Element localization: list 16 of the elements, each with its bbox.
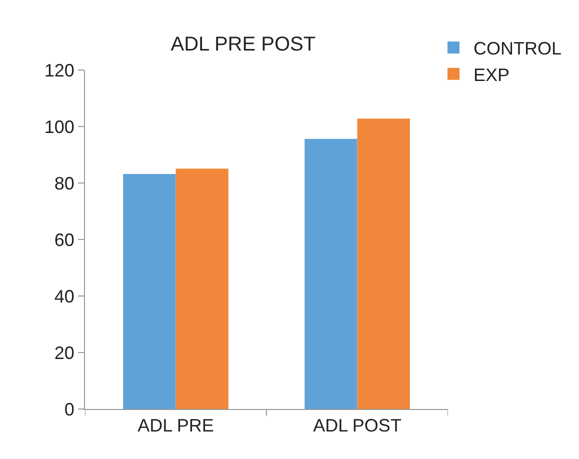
chart-title: ADL PRE POST [170,34,316,56]
y-tick-label: 120 [44,60,74,80]
y-tick-label: 0 [64,399,74,420]
x-tick-label: ADL POST [313,416,402,436]
y-tick-label: 40 [54,286,74,306]
y-tick-label: 20 [54,342,74,363]
bar [304,138,358,409]
bar [176,168,228,409]
x-tick-label: ADL PRE [138,416,214,436]
y-tick-label: 100 [44,116,74,137]
y-tick-label: 80 [54,173,74,194]
legend-label: EXP [473,64,510,85]
legend-label: CONTROL [473,38,562,59]
bar [357,118,410,409]
bar [123,174,176,409]
y-tick-label: 60 [54,230,74,250]
